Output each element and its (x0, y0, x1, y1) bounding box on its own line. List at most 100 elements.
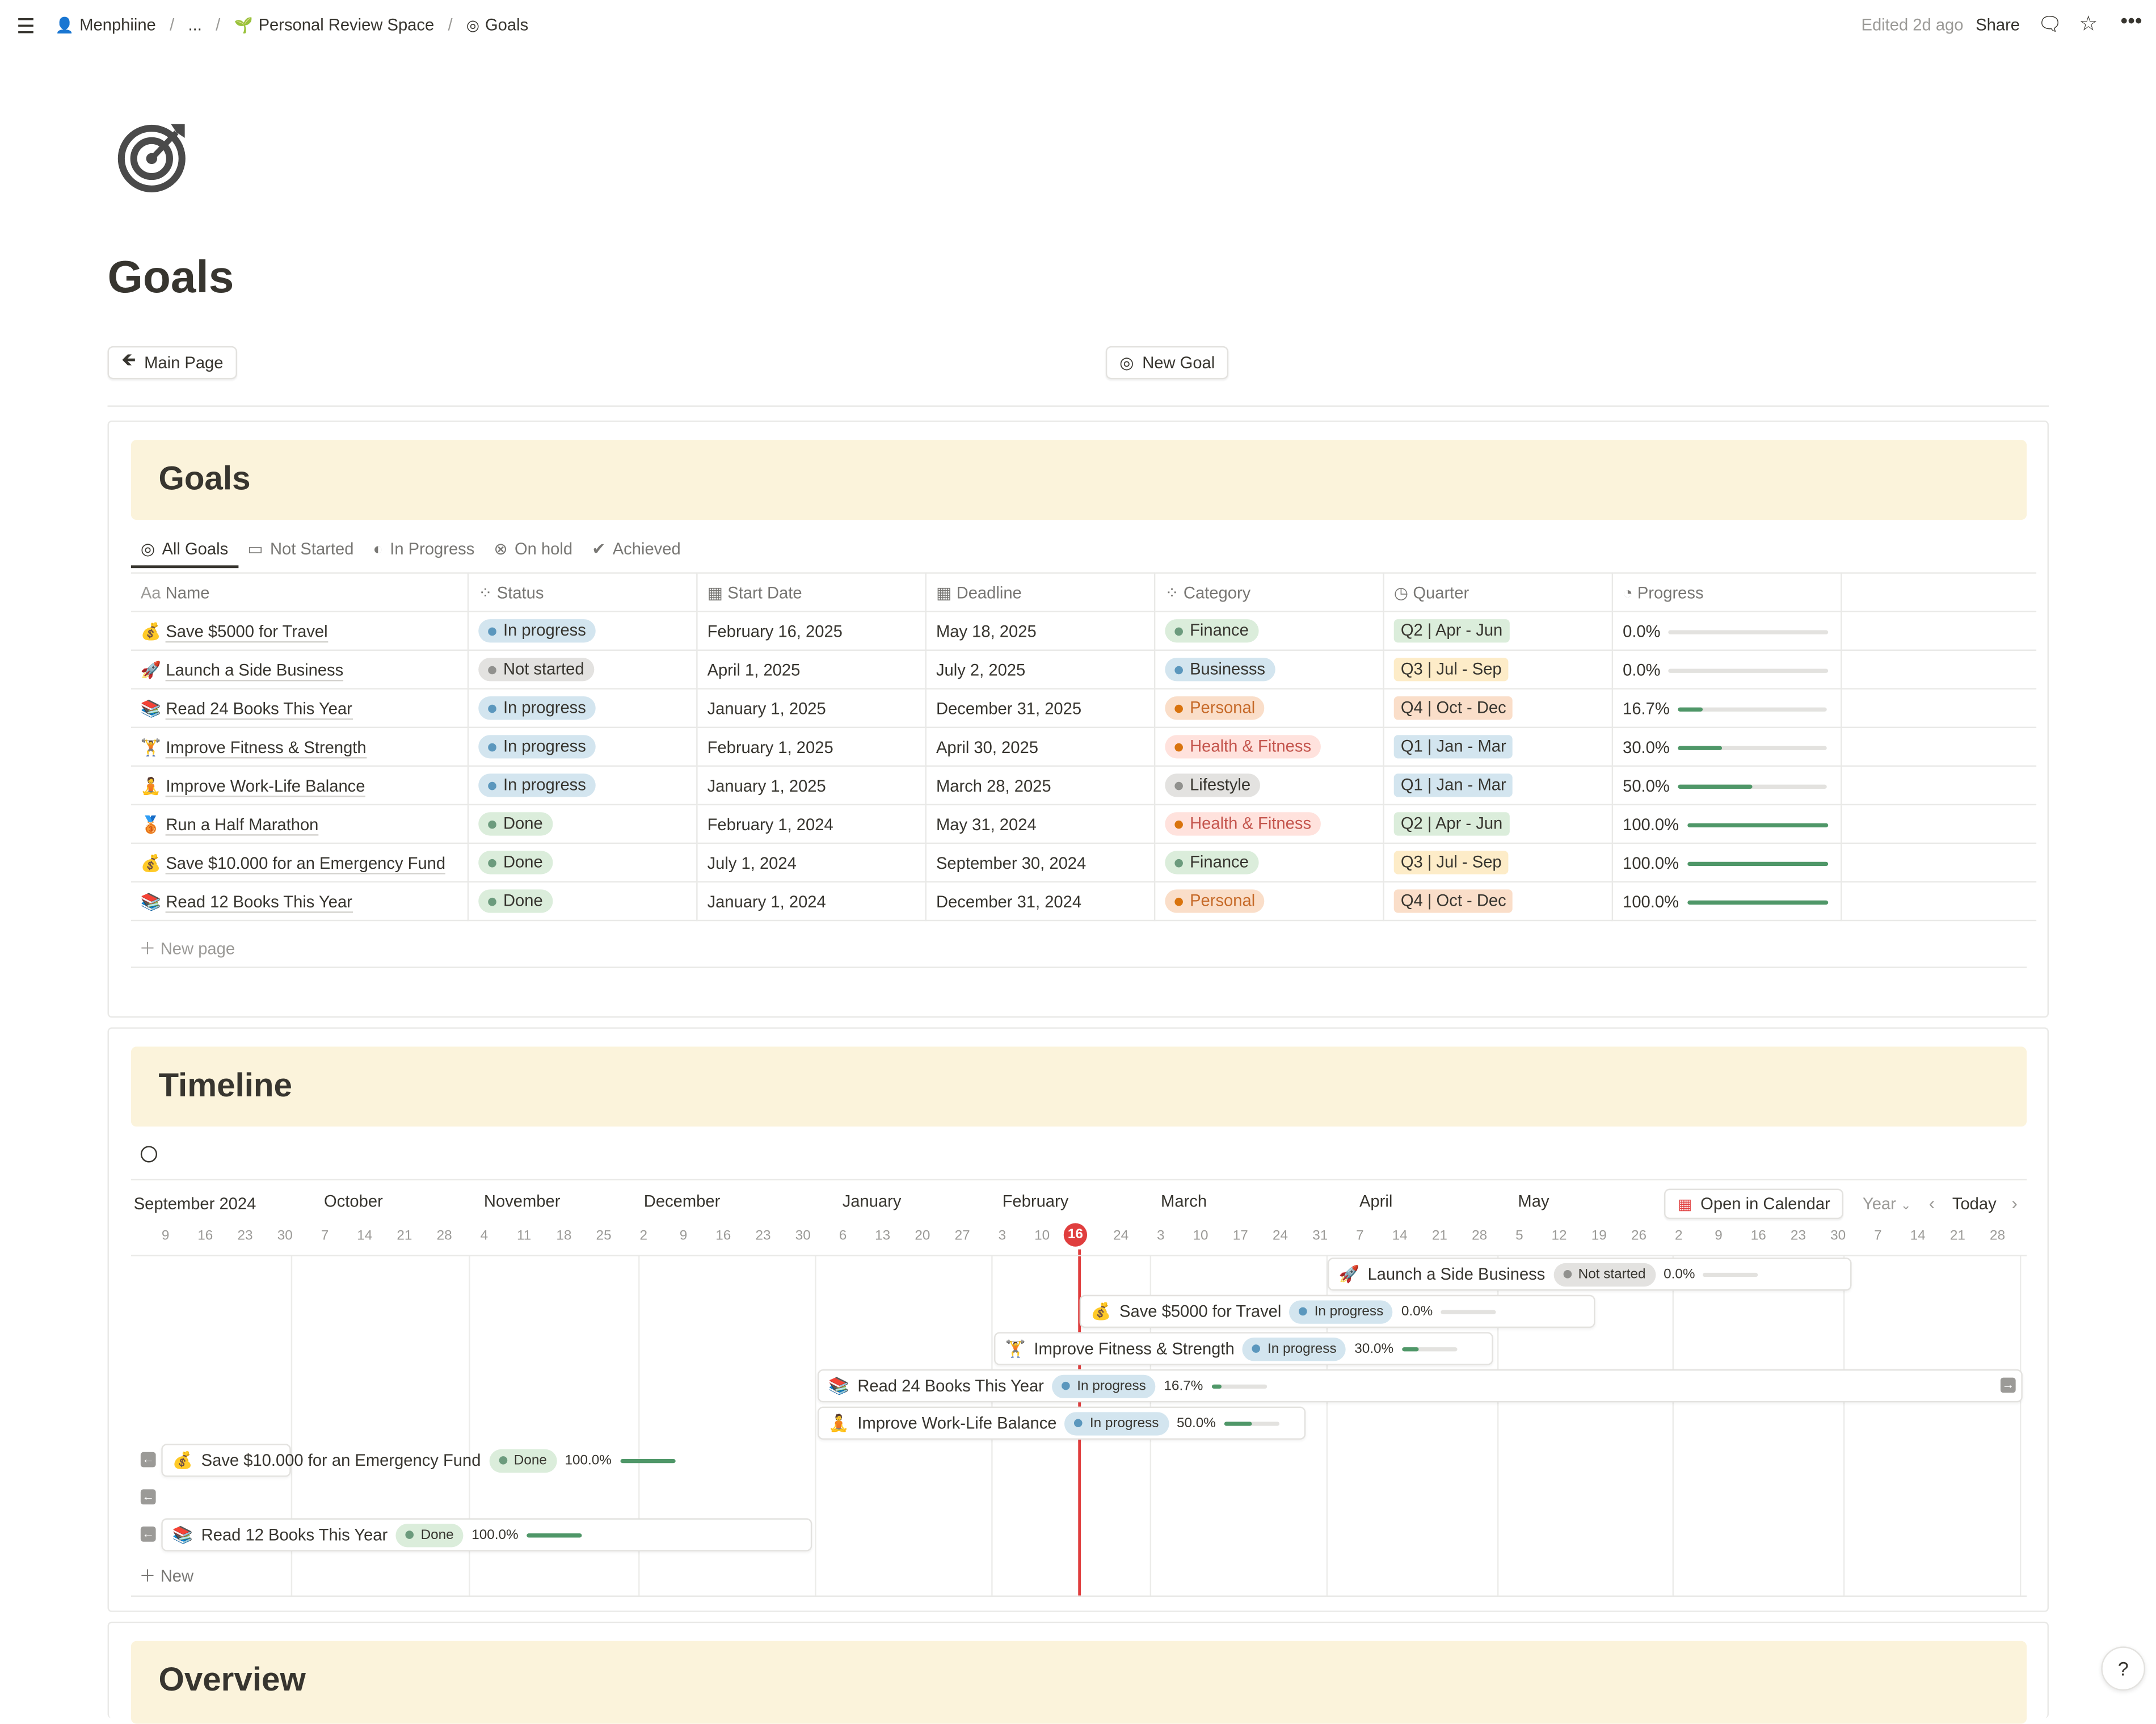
cell-deadline[interactable]: December 31, 2024 (925, 881, 1156, 922)
tab-achieved[interactable]: ✔ Achieved (582, 532, 690, 565)
table-row[interactable]: 💰 Save $10.000 for an Emergency Fund Done… (130, 843, 2037, 883)
cell-status[interactable]: Done (468, 804, 698, 844)
cell-deadline[interactable]: May 31, 2024 (925, 804, 1156, 844)
cell-quarter[interactable]: Q4 | Oct - Dec (1383, 688, 1614, 729)
cell-deadline[interactable]: March 28, 2025 (925, 766, 1156, 806)
scroll-left-icon[interactable]: ← (140, 1489, 156, 1505)
table-row[interactable]: 📚 Read 12 Books This Year Done January 1, … (130, 881, 2037, 922)
timeline-item[interactable]: 🧘 Improve Work-Life Balance In progress 50.… (817, 1406, 1306, 1440)
cell-quarter[interactable]: Q1 | Jan - Mar (1383, 727, 1614, 767)
cell-start-date[interactable]: February 1, 2025 (697, 727, 927, 767)
breadcrumb-workspace[interactable]: Menphiine (79, 15, 156, 35)
timeline-item[interactable]: 💰 Save $5000 for Travel In progress 0.0% (1079, 1294, 1595, 1328)
col-category[interactable]: ⁘ Category (1155, 572, 1384, 612)
cell-quarter[interactable]: Q2 | Apr - Jun (1383, 804, 1614, 844)
scroll-left-icon[interactable]: ← (140, 1527, 156, 1542)
table-row[interactable]: 💰 Save $5000 for Travel In progress Februa… (130, 611, 2037, 651)
cell-deadline[interactable]: December 31, 2025 (925, 688, 1156, 729)
col-status[interactable]: ⁘ Status (468, 572, 698, 612)
more-icon[interactable]: ••• (2120, 10, 2142, 33)
next-icon[interactable]: › (2011, 1192, 2018, 1214)
cell-category[interactable]: Health & Fitness (1155, 727, 1384, 767)
cell-deadline[interactable]: September 30, 2024 (925, 843, 1156, 883)
star-icon[interactable]: ☆ (2079, 12, 2098, 36)
timeline-item[interactable]: 📚 Read 24 Books This Year In progress 16.7% (817, 1369, 2023, 1403)
cell-deadline[interactable]: April 30, 2025 (925, 727, 1156, 767)
cell-name[interactable]: 🥉 Run a Half Marathon (130, 804, 469, 844)
table-row[interactable]: 🧘 Improve Work-Life Balance In progress Ja… (130, 766, 2037, 806)
cell-status[interactable]: Not started (468, 650, 698, 690)
cell-name[interactable]: 💰 Save $5000 for Travel (130, 611, 469, 651)
cell-status[interactable]: In progress (468, 727, 698, 767)
cell-progress[interactable]: 30.0% (1612, 727, 1842, 767)
tab-not-started[interactable]: ▭ Not Started (238, 532, 363, 565)
col-progress[interactable]: ◔ Progress (1612, 572, 1842, 612)
comment-icon[interactable]: 🗨 (2037, 12, 2062, 35)
cell-category[interactable]: Lifestyle (1155, 766, 1384, 806)
cell-progress[interactable]: 100.0% (1612, 843, 1842, 883)
cell-name[interactable]: 📚 Read 12 Books This Year (130, 881, 469, 922)
cell-progress[interactable]: 0.0% (1612, 650, 1842, 690)
cell-start-date[interactable]: February 16, 2025 (697, 611, 927, 651)
timeline-item[interactable]: 🏋 Improve Fitness & Strength In progress 30… (994, 1332, 1493, 1365)
cell-status[interactable]: Done (468, 881, 698, 922)
scroll-right-icon[interactable]: → (2000, 1377, 2016, 1393)
cell-progress[interactable]: 16.7% (1612, 688, 1842, 729)
cell-status[interactable]: In progress (468, 766, 698, 806)
new-item-button[interactable]: ＋ New (139, 1564, 193, 1587)
col-name[interactable]: Aa Name (130, 572, 469, 612)
cell-name[interactable]: 🏋 Improve Fitness & Strength (130, 727, 469, 767)
breadcrumb-ellipsis[interactable]: ... (188, 15, 202, 35)
table-row[interactable]: 🏋 Improve Fitness & Strength In progress F… (130, 727, 2037, 767)
cell-progress[interactable]: 100.0% (1612, 881, 1842, 922)
cell-status[interactable]: Done (468, 843, 698, 883)
tab-in-progress[interactable]: ◐ In Progress (363, 532, 484, 565)
table-row[interactable]: 🥉 Run a Half Marathon Done February 1, 202… (130, 804, 2037, 844)
new-page-button[interactable]: ＋ New page (139, 936, 235, 960)
table-row[interactable]: 🚀 Launch a Side Business Not started April… (130, 650, 2037, 690)
cell-quarter[interactable]: Q2 | Apr - Jun (1383, 611, 1614, 651)
main-page-button[interactable]: 🡸 Main Page (107, 346, 237, 380)
cell-quarter[interactable]: Q3 | Jul - Sep (1383, 650, 1614, 690)
cell-progress[interactable]: 50.0% (1612, 766, 1842, 806)
cell-progress[interactable]: 100.0% (1612, 804, 1842, 844)
today-button[interactable]: Today (1952, 1194, 1997, 1214)
col-start-date[interactable]: ▦ Start Date (697, 572, 927, 612)
cell-deadline[interactable]: May 18, 2025 (925, 611, 1156, 651)
share-button[interactable]: Share (1976, 15, 2020, 35)
table-row[interactable]: 📚 Read 24 Books This Year In progress Janu… (130, 688, 2037, 729)
cell-name[interactable]: 📚 Read 24 Books This Year (130, 688, 469, 729)
cell-category[interactable]: Finance (1155, 843, 1384, 883)
timeline-item[interactable]: 📚 Read 12 Books This Year Done 100.0% (161, 1518, 812, 1551)
open-in-calendar-button[interactable]: ▦ Open in Calendar (1664, 1188, 1845, 1220)
timeline-item[interactable]: 🚀 Launch a Side Business Not started 0.0% (1328, 1258, 1852, 1291)
menu-icon[interactable]: ☰ (16, 15, 35, 39)
cell-quarter[interactable]: Q3 | Jul - Sep (1383, 843, 1614, 883)
cell-category[interactable]: Personal (1155, 688, 1384, 729)
cell-status[interactable]: In progress (468, 611, 698, 651)
cell-start-date[interactable]: January 1, 2025 (697, 766, 927, 806)
scroll-left-icon[interactable]: ← (140, 1452, 156, 1467)
cell-category[interactable]: Finance (1155, 611, 1384, 651)
tab-all-goals[interactable]: ◎ All Goals (130, 532, 238, 569)
breadcrumb-space[interactable]: Personal Review Space (258, 15, 435, 35)
cell-deadline[interactable]: July 2, 2025 (925, 650, 1156, 690)
cell-name[interactable]: 💰 Save $10.000 for an Emergency Fund (130, 843, 469, 883)
previous-icon[interactable]: ‹ (1928, 1192, 1935, 1214)
cell-name[interactable]: 🚀 Launch a Side Business (130, 650, 469, 690)
col-deadline[interactable]: ▦ Deadline (925, 572, 1156, 612)
cell-start-date[interactable]: July 1, 2024 (697, 843, 927, 883)
target-page-icon[interactable] (116, 119, 190, 193)
tab-on-hold[interactable]: ⊗ On hold (484, 532, 582, 565)
cell-progress[interactable]: 0.0% (1612, 611, 1842, 651)
help-icon[interactable]: ? (2101, 1646, 2146, 1691)
new-goal-button[interactable]: ◎ New Goal (1105, 346, 1229, 380)
year-dropdown[interactable]: Year ⌄ (1863, 1194, 1911, 1213)
cell-category[interactable]: Health & Fitness (1155, 804, 1384, 844)
cell-category[interactable]: Personal (1155, 881, 1384, 922)
cell-start-date[interactable]: January 1, 2025 (697, 688, 927, 729)
breadcrumb-page[interactable]: Goals (485, 15, 529, 35)
cell-name[interactable]: 🧘 Improve Work-Life Balance (130, 766, 469, 806)
cell-quarter[interactable]: Q1 | Jan - Mar (1383, 766, 1614, 806)
cell-start-date[interactable]: January 1, 2024 (697, 881, 927, 922)
